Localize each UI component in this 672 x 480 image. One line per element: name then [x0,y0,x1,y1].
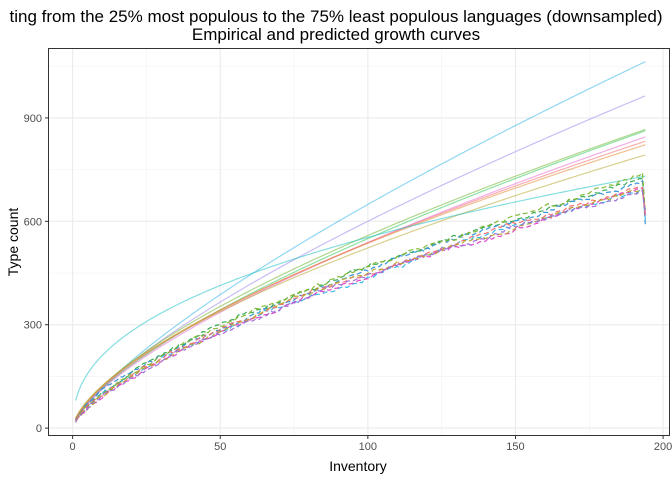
x-tick-label: 200 [654,441,672,453]
empirical-curve [75,189,646,423]
predicted-curve [75,136,646,421]
empirical-curve [75,171,646,423]
predicted-curve [75,144,646,419]
predicted-curve [75,128,646,420]
predicted-curve [75,95,646,421]
axes: 0 50 100 150 200 0 300 600 900 [24,113,672,453]
panel-border [48,48,670,436]
y-tick-label: 600 [24,216,42,228]
y-tick-label: 900 [24,113,42,125]
x-axis-title: Inventory [329,458,387,474]
x-tick-label: 50 [214,441,226,453]
empirical-curve [75,177,646,420]
predicted-curve [75,154,646,419]
empirical-curve [75,186,646,420]
chart-title-line-1: ting from the 25% most populous to the 7… [9,7,662,26]
predicted-curve [75,61,646,422]
x-tick-label: 100 [359,441,377,453]
empirical-curve [75,179,646,421]
y-tick-label: 300 [24,320,42,332]
y-tick-label: 0 [36,423,42,435]
chart-title-line-2: Empirical and predicted growth curves [192,25,480,44]
empirical-curve [75,187,646,421]
x-tick-label: 150 [506,441,524,453]
empirical-curve [75,188,646,422]
predicted-curve [74,175,646,401]
plot-area [74,61,646,423]
x-tick-label: 0 [70,441,76,453]
y-axis-title: Type count [5,208,21,277]
